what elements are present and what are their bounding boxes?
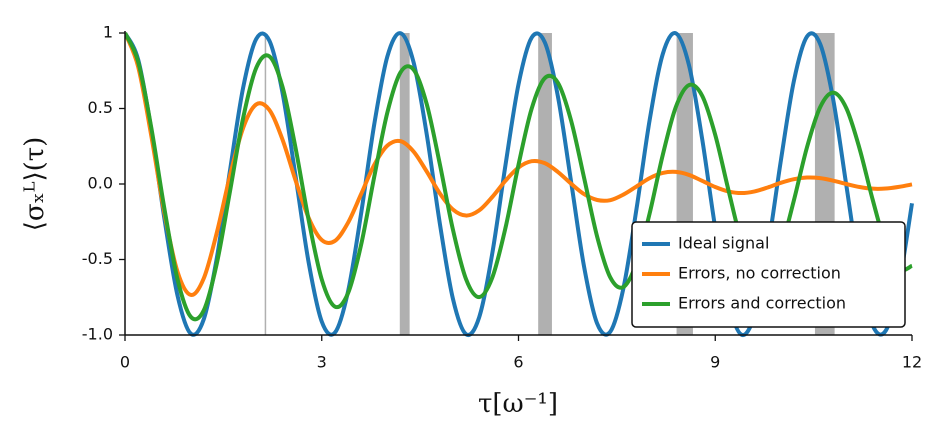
- span: [264, 33, 267, 335]
- x-axis-label: τ[ω⁻¹]: [478, 389, 558, 419]
- legend-box: [631, 221, 906, 328]
- legend-label: Errors and correction: [678, 294, 846, 313]
- x-tick-label: 9: [710, 353, 720, 372]
- y-tick-label: -1.0: [82, 325, 113, 344]
- series-line: [125, 31, 914, 338]
- y-tick-label: 1: [103, 23, 113, 42]
- x-tick-label: 6: [513, 353, 523, 372]
- legend-label: Errors, no correction: [678, 264, 841, 283]
- y-tick-label: 0.0: [88, 174, 113, 193]
- x-tick-label: 3: [317, 353, 327, 372]
- y-tick-label: -0.5: [82, 249, 113, 268]
- legend-label: Ideal signal: [678, 234, 769, 253]
- y-axis-label: ⟨σₓᴸ⟩(τ): [20, 137, 50, 232]
- x-tick-label: 0: [120, 353, 130, 372]
- span: [538, 33, 552, 335]
- x-tick-label: 12: [902, 353, 922, 372]
- y-tick-label: 0.5: [88, 98, 113, 117]
- span: [399, 33, 410, 335]
